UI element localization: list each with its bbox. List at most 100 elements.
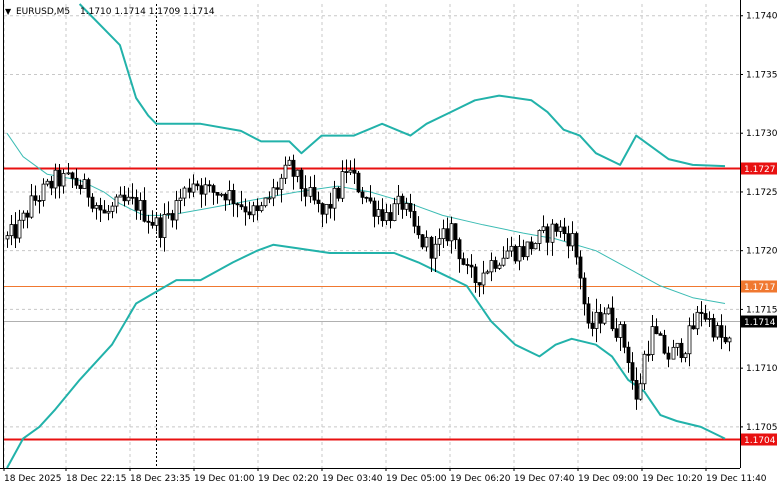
candle-body-bull [61, 173, 66, 187]
candle-body-bull [174, 200, 179, 221]
candle [545, 223, 550, 256]
candle-body-bear [158, 217, 163, 238]
candle-body-bull [671, 346, 676, 360]
level-price-tag [741, 280, 777, 293]
candle [215, 192, 220, 204]
candle-body-bull [481, 272, 486, 286]
candle-body-bear [223, 193, 228, 201]
candle [348, 160, 353, 175]
chart-menu-arrow-icon[interactable]: ▼ [5, 7, 12, 16]
candle-body-bear [453, 223, 458, 241]
candle [711, 313, 716, 342]
candle-body-bear [344, 171, 349, 173]
candle [312, 174, 317, 205]
candle [646, 340, 651, 362]
candle [489, 252, 494, 282]
x-tick-label: 19 Dec 09:00 [578, 474, 639, 484]
candle [505, 238, 510, 259]
y-tick-label: 1.1705 [746, 423, 778, 433]
candle-body-bear [134, 197, 139, 211]
level-price-label: 1.1727 [744, 165, 776, 175]
candle [162, 203, 167, 252]
candle-body-bear [299, 169, 304, 190]
candle [590, 311, 595, 337]
candle-body-bear [574, 233, 579, 258]
x-tick-label: 19 Dec 03:40 [322, 474, 383, 484]
candle [453, 223, 458, 250]
candle-body-bear [679, 342, 684, 359]
candle-body-bear [457, 239, 462, 260]
candle-body-bull [687, 325, 692, 355]
candle [66, 163, 71, 176]
candle [219, 192, 224, 198]
candle [574, 231, 579, 265]
y-tick-label: 1.1740 [746, 12, 778, 22]
candle [98, 197, 103, 222]
candle [320, 202, 325, 228]
candle [465, 258, 470, 275]
candle [610, 296, 615, 332]
x-tick-label: 18 Dec 23:35 [130, 474, 191, 484]
candle-body-bull [505, 250, 510, 259]
candle-body-bear [303, 188, 308, 197]
candle-body-bull [82, 179, 87, 189]
bollinger-bands [6, 3, 726, 469]
candle-body-bull [114, 196, 119, 207]
candle [239, 190, 244, 210]
candle [691, 313, 696, 330]
candle-body-bull [618, 324, 623, 338]
candle [271, 178, 276, 207]
candle-body-bear [634, 380, 639, 400]
candle-body-bull [17, 219, 22, 239]
candle [94, 202, 99, 220]
candle [666, 346, 671, 368]
candle-body-bear [130, 196, 135, 199]
level-price-tag [741, 162, 777, 175]
candle-body-bear [364, 196, 369, 199]
candle [388, 204, 393, 229]
candle [17, 209, 22, 243]
candle [420, 233, 425, 250]
candle [316, 191, 321, 213]
candle-body-bull [94, 205, 99, 209]
candle [695, 306, 700, 335]
candle [187, 178, 192, 199]
candle-body-bull [118, 194, 123, 198]
candle [715, 322, 720, 340]
candle-body-bear [582, 277, 587, 305]
candle-body-bear [654, 326, 659, 335]
candle [9, 214, 14, 246]
candle-body-bear [78, 184, 83, 189]
candle-body-bear [102, 209, 107, 214]
candle-body-bull [332, 187, 337, 209]
candle-body-bull [138, 200, 143, 211]
candle [658, 331, 663, 336]
candle-body-bull [267, 197, 272, 200]
candle-body-bull [517, 246, 522, 262]
candle [57, 164, 62, 199]
candle [279, 173, 284, 203]
candle [275, 181, 280, 196]
y-tick-label: 1.1710 [746, 364, 778, 374]
candle-body-bear [70, 172, 75, 179]
candle-body-bull [541, 226, 546, 231]
candle [598, 303, 603, 334]
candle [332, 180, 337, 221]
candle-body-bear [562, 226, 567, 235]
candle [683, 351, 688, 363]
candle [45, 178, 50, 187]
candle-body-bull [642, 353, 647, 385]
symbol-label: EURUSD,M5 [16, 7, 70, 17]
x-tick-label: 19 Dec 10:20 [642, 474, 703, 484]
candle-body-bear [275, 187, 280, 190]
candle-body-bull [340, 171, 345, 199]
candle [251, 201, 256, 223]
candle-body-bull [5, 235, 10, 240]
candle-body-bear [699, 311, 704, 314]
candle [675, 342, 680, 356]
candle-body-bear [312, 187, 317, 201]
candle [299, 167, 304, 202]
candle [719, 314, 724, 350]
candle-body-bear [416, 225, 421, 236]
candle-body-bull [384, 212, 389, 222]
